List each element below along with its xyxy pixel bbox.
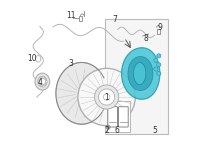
FancyBboxPatch shape (108, 107, 117, 127)
Polygon shape (56, 62, 104, 124)
Text: 5: 5 (153, 126, 158, 135)
Circle shape (39, 78, 46, 85)
Circle shape (99, 89, 115, 105)
Circle shape (38, 78, 40, 80)
Bar (79, 16, 82, 21)
Circle shape (43, 76, 45, 78)
Text: 9: 9 (158, 23, 163, 32)
Polygon shape (122, 48, 160, 99)
Circle shape (157, 71, 161, 76)
Circle shape (43, 85, 45, 87)
Circle shape (38, 83, 40, 85)
Ellipse shape (38, 76, 47, 87)
Bar (157, 29, 160, 34)
Ellipse shape (35, 73, 50, 90)
Text: 11: 11 (67, 11, 76, 20)
Bar (107, 101, 130, 132)
FancyBboxPatch shape (119, 107, 128, 127)
Text: 2: 2 (104, 126, 109, 135)
Circle shape (157, 54, 161, 58)
Circle shape (78, 68, 135, 126)
Text: 4: 4 (38, 78, 43, 87)
Text: 3: 3 (68, 59, 73, 69)
Text: 1: 1 (104, 93, 109, 102)
Bar (105, 19, 168, 134)
Circle shape (154, 58, 158, 62)
Text: 10: 10 (27, 54, 37, 63)
Text: 8: 8 (144, 34, 149, 43)
Text: 6: 6 (114, 126, 119, 135)
Circle shape (157, 63, 161, 67)
Circle shape (46, 81, 47, 82)
Polygon shape (134, 62, 146, 85)
Circle shape (95, 85, 119, 109)
Polygon shape (128, 57, 153, 90)
Text: 7: 7 (112, 15, 117, 24)
Circle shape (154, 67, 158, 71)
